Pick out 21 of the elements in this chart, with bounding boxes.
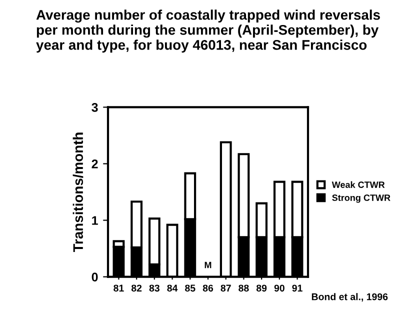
legend-label: Strong CTWR: [332, 194, 390, 203]
x-tick-label: 91: [292, 284, 302, 292]
y-tick-label: 0: [92, 272, 98, 282]
x-tick-label: 89: [256, 284, 267, 292]
x-tick-label: 82: [131, 284, 142, 292]
x-tick-label: 84: [167, 284, 178, 292]
x-tick-label: 90: [274, 284, 284, 292]
x-tick-label: 85: [185, 284, 196, 292]
x-tick-label: 83: [149, 284, 160, 292]
annotation: M: [204, 262, 212, 268]
y-tick-label: 2: [92, 160, 98, 168]
x-tick-label: 88: [238, 284, 249, 292]
legend-label: Weak CTWR: [332, 181, 385, 188]
text: Bond et al., 1996: [312, 293, 388, 302]
y-axis-title: Transitions/month: [72, 132, 84, 252]
x-tick-label: 86: [202, 284, 214, 292]
y-tick-label: 3: [92, 103, 98, 112]
y-tick-label: 1: [92, 216, 98, 225]
x-tick-label: 87: [220, 284, 231, 292]
chart-title: Average number of coastally trapped wind reversals per month during the summer (April-September), by year and type, for buoy 46013, near San Francisco: [36, 10, 380, 53]
x-tick-label: 81: [114, 284, 124, 292]
